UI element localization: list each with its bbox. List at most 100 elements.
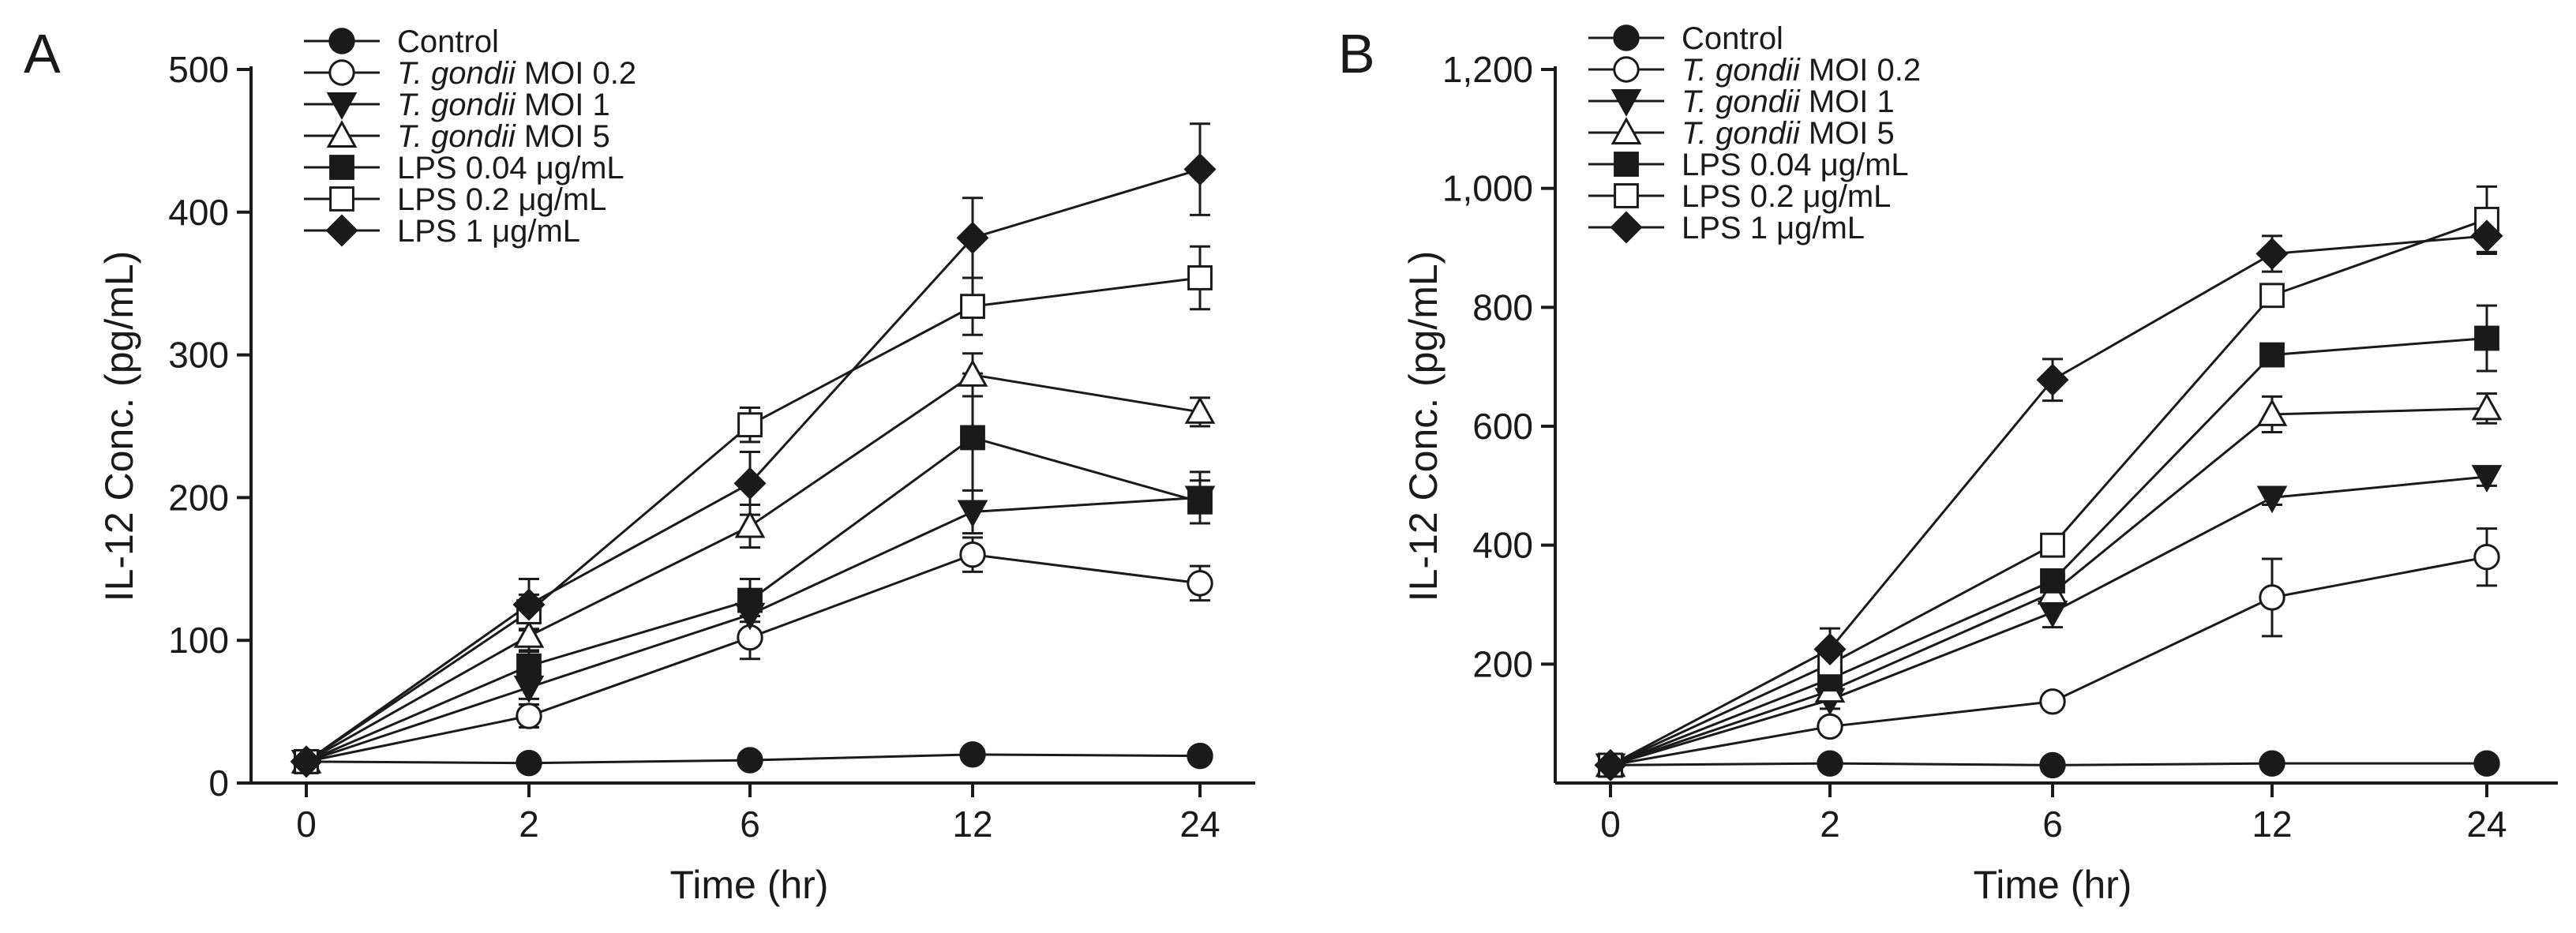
legend-marker: [328, 59, 355, 86]
data-point: [516, 653, 542, 679]
legend-item-lps004: LPS 0.04 μg/mL: [1588, 148, 1909, 182]
data-point: [2259, 750, 2285, 777]
x-tick-label: 24: [2466, 804, 2507, 845]
series-line: [1610, 234, 2488, 766]
legend-marker: [1610, 89, 1642, 117]
data-point: [2039, 688, 2066, 715]
markers-lps-1-g-ml: [1594, 219, 2503, 781]
error-bars-lps-0-2-g-ml: [1600, 185, 2497, 770]
data-point: [2037, 600, 2068, 628]
legend-label-part: MOI 0.2: [516, 56, 636, 91]
legend-label-part: μg/mL: [518, 182, 606, 217]
data-point: [2473, 750, 2500, 777]
data-point: [2259, 584, 2285, 611]
legend-item-lps02: LPS 0.2 μg/mL: [1588, 179, 1891, 214]
y-tick-label: 400: [1472, 525, 1533, 566]
legend-label: Control: [1682, 21, 1783, 56]
legend-label-part: MOI 1: [516, 88, 610, 122]
legend-marker: [329, 186, 354, 212]
error-bars-t-gondii-moi-0-2: [296, 536, 1210, 766]
legend-item-lps02: LPS 0.2 μg/mL: [304, 182, 606, 217]
error-bars-t-gondii-moi-0-2: [1600, 527, 2497, 770]
legend-marker: [325, 214, 358, 247]
series-line: [1610, 218, 2488, 766]
x-axis-title: Time (hr): [1974, 863, 2132, 907]
x-tick-label: 0: [1600, 804, 1621, 845]
legend-label: T. gondii MOI 5: [397, 119, 610, 154]
data-point: [2256, 399, 2288, 426]
data-point: [1813, 632, 1847, 666]
data-point: [1187, 489, 1213, 515]
legend-label-part: MOI 5: [516, 119, 610, 154]
data-point: [737, 747, 763, 774]
legend-label-italic: T. gondii: [1682, 116, 1801, 151]
series-lps-0-2-g-ml: [1610, 218, 2488, 766]
markers-t-gondii-moi-0-2: [1597, 544, 2500, 779]
chart-panel-b: B 200 400 600 800 1,000 1,200 0 2 6 12 24 Time (hr) I…: [1338, 21, 2558, 907]
y-tick-label: 100: [168, 620, 229, 661]
legend-item-tg02: T. gondii MOI 0.2: [1588, 53, 1921, 88]
legend-label-italic: T. gondii: [1682, 53, 1801, 88]
data-point: [2040, 568, 2065, 594]
x-tick-label: 2: [1820, 804, 1840, 845]
legend-label: LPS 0.04 μg/mL: [397, 151, 624, 185]
legend-item-tg02: T. gondii MOI 0.2: [304, 56, 636, 91]
y-tick-label: 500: [168, 49, 229, 90]
legend-marker: [326, 92, 358, 120]
x-tick-label: 12: [952, 804, 992, 845]
legend-label-part: μg/mL: [1820, 148, 1909, 182]
series-line: [1610, 475, 2488, 766]
data-point: [960, 425, 985, 451]
panel-label: B: [1338, 23, 1375, 84]
data-point: [957, 359, 988, 387]
y-tick-label: 600: [1472, 406, 1533, 447]
legend-label: T. gondii MOI 5: [1682, 116, 1895, 151]
y-axis-title: IL-12 Conc. (pg/mL): [97, 251, 141, 602]
legend-label-part: LPS 0.2: [397, 182, 518, 217]
data-point: [1187, 742, 1213, 770]
data-point: [1187, 265, 1213, 290]
legend-item-control: Control: [304, 24, 499, 59]
data-point: [2471, 465, 2503, 493]
data-point: [737, 587, 763, 613]
data-point: [733, 466, 767, 500]
data-point: [959, 741, 986, 768]
legend-label-part: LPS 0.2: [1682, 179, 1802, 214]
data-point: [516, 749, 542, 777]
legend-label-part: Control: [1682, 21, 1783, 56]
y-tick-label: 0: [208, 763, 229, 804]
legend-marker: [329, 155, 354, 180]
y-tick-label: 400: [168, 192, 229, 233]
legend-marker: [1614, 183, 1639, 208]
panel-label: A: [24, 23, 61, 84]
legend-label-part: LPS 0.04: [1682, 148, 1820, 182]
data-point: [2470, 219, 2503, 253]
data-point: [2259, 283, 2285, 309]
legend-item-lps1: LPS 1 μg/mL: [304, 214, 580, 249]
legend-label-italic: T. gondii: [397, 88, 516, 122]
data-point: [2474, 325, 2499, 351]
legend-marker: [1614, 152, 1639, 177]
data-point: [513, 675, 545, 703]
legend-label-part: LPS 0.04: [397, 151, 536, 185]
legend-label-italic: T. gondii: [397, 56, 516, 91]
data-point: [290, 745, 323, 778]
chart-panel-a: A 0 100 200 300 400 500 0 2 6 12 24 Time (hr) IL-12 C…: [24, 23, 1255, 907]
data-point: [2256, 485, 2288, 514]
y-tick-label: 200: [168, 477, 229, 518]
markers-t-gondii-moi-1: [1595, 465, 2503, 781]
legend-label-part: μg/mL: [492, 214, 580, 249]
y-tick-label: 300: [168, 335, 229, 376]
data-point: [956, 221, 989, 254]
legend-label-part: Control: [397, 24, 499, 59]
x-tick-label: 2: [519, 804, 539, 845]
legend-marker: [326, 120, 358, 148]
error-bars-lps-1-g-ml: [1600, 216, 2497, 770]
legend-label-italic: T. gondii: [397, 119, 516, 154]
legend-label-part: LPS 1: [397, 214, 492, 249]
legend-item-lps1: LPS 1 μg/mL: [1588, 211, 1865, 245]
